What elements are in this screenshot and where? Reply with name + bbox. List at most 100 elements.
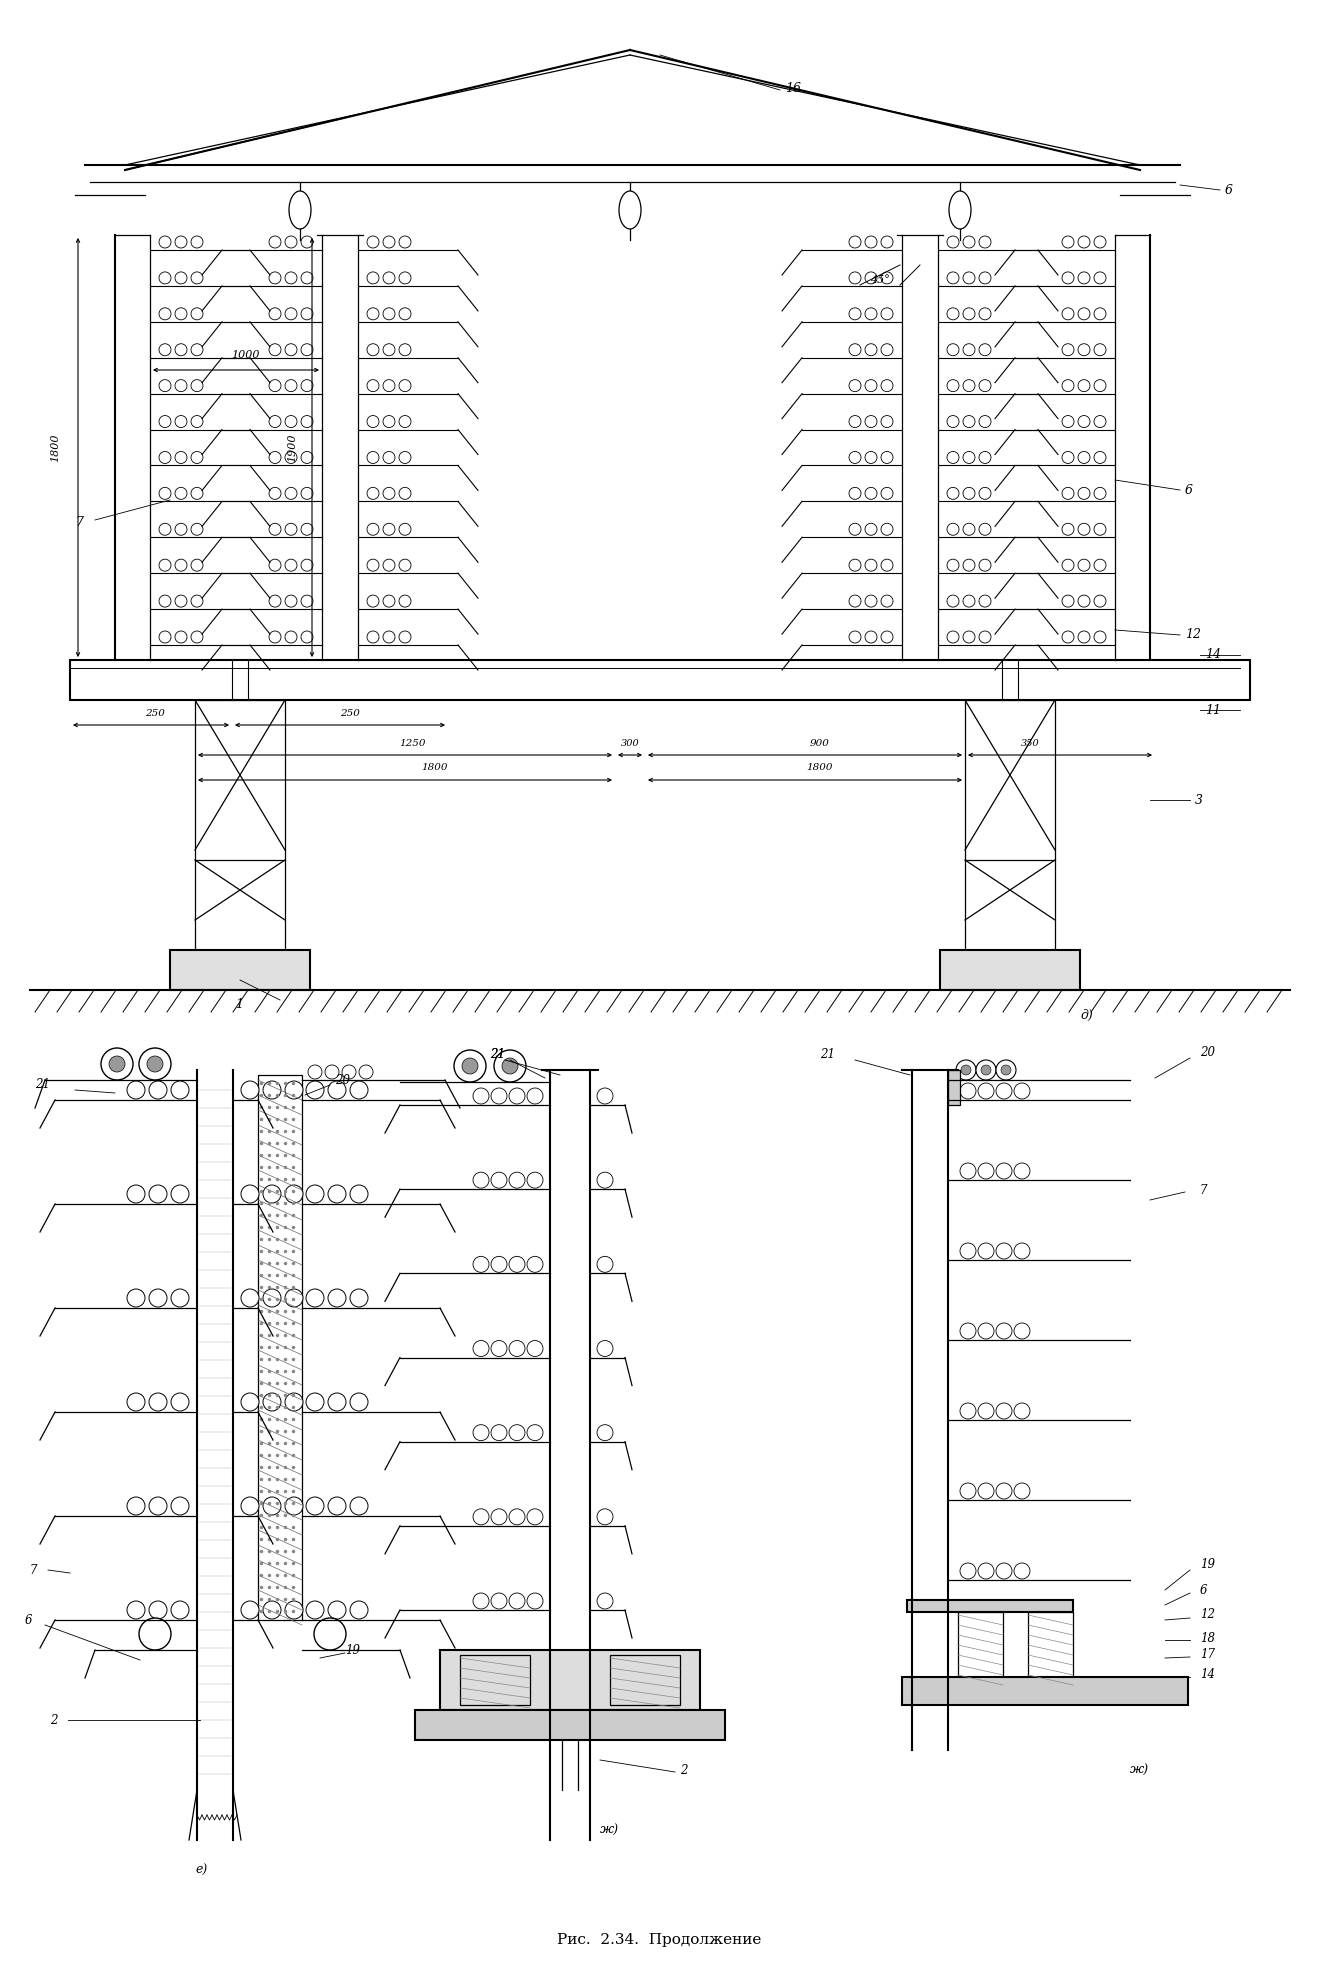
Circle shape — [1014, 1162, 1029, 1180]
Circle shape — [109, 1056, 125, 1071]
Circle shape — [351, 1186, 368, 1204]
Circle shape — [849, 272, 861, 284]
Circle shape — [1062, 452, 1074, 464]
Circle shape — [285, 487, 297, 499]
Circle shape — [399, 487, 411, 499]
Circle shape — [473, 1425, 489, 1440]
Circle shape — [384, 452, 395, 464]
Circle shape — [285, 1498, 303, 1515]
Circle shape — [175, 558, 187, 570]
Circle shape — [269, 558, 281, 570]
Circle shape — [269, 379, 281, 391]
Circle shape — [301, 379, 312, 391]
Bar — [258, 1075, 302, 1620]
Text: 6: 6 — [1199, 1584, 1207, 1596]
Circle shape — [978, 1484, 994, 1499]
Circle shape — [996, 1243, 1012, 1259]
Text: 14: 14 — [1199, 1669, 1215, 1681]
Circle shape — [963, 452, 975, 464]
Circle shape — [865, 558, 876, 570]
Circle shape — [1062, 308, 1074, 320]
Circle shape — [473, 1509, 489, 1525]
Circle shape — [963, 379, 975, 391]
Circle shape — [241, 1288, 260, 1306]
Circle shape — [502, 1058, 518, 1073]
Circle shape — [865, 631, 876, 643]
Circle shape — [996, 1403, 1012, 1419]
Circle shape — [1014, 1243, 1029, 1259]
Text: 6: 6 — [1224, 183, 1234, 197]
Circle shape — [996, 1324, 1012, 1340]
Circle shape — [1014, 1484, 1029, 1499]
Circle shape — [963, 523, 975, 535]
Circle shape — [191, 272, 203, 284]
Circle shape — [191, 379, 203, 391]
Circle shape — [308, 1065, 322, 1079]
Circle shape — [963, 343, 975, 355]
Circle shape — [175, 596, 187, 608]
Circle shape — [1094, 237, 1106, 249]
Circle shape — [159, 631, 171, 643]
Circle shape — [285, 596, 297, 608]
Text: ж): ж) — [600, 1823, 619, 1837]
Bar — [610, 1655, 680, 1705]
Circle shape — [127, 1186, 145, 1204]
Circle shape — [1094, 631, 1106, 643]
Circle shape — [366, 596, 380, 608]
Circle shape — [1094, 416, 1106, 428]
Circle shape — [948, 487, 960, 499]
Bar — [907, 1600, 1073, 1612]
Circle shape — [175, 452, 187, 464]
Circle shape — [1014, 1324, 1029, 1340]
Text: Рис.  2.34.  Продолжение: Рис. 2.34. Продолжение — [556, 1934, 762, 1947]
Bar — [195, 700, 285, 951]
Text: 7: 7 — [1199, 1184, 1207, 1196]
Circle shape — [241, 1498, 260, 1515]
Circle shape — [979, 631, 991, 643]
Circle shape — [264, 1600, 281, 1620]
Circle shape — [996, 1563, 1012, 1578]
Circle shape — [1062, 272, 1074, 284]
Circle shape — [171, 1081, 188, 1099]
Circle shape — [865, 487, 876, 499]
Circle shape — [956, 1060, 977, 1079]
Circle shape — [527, 1592, 543, 1610]
Circle shape — [301, 523, 312, 535]
Circle shape — [1062, 487, 1074, 499]
Text: 20: 20 — [335, 1073, 351, 1087]
Circle shape — [366, 631, 380, 643]
Circle shape — [979, 308, 991, 320]
Circle shape — [159, 523, 171, 535]
Circle shape — [399, 631, 411, 643]
Circle shape — [960, 1083, 977, 1099]
Circle shape — [384, 416, 395, 428]
Circle shape — [977, 1060, 996, 1079]
Circle shape — [285, 1393, 303, 1411]
Circle shape — [191, 596, 203, 608]
Text: 6: 6 — [1185, 483, 1193, 497]
Circle shape — [509, 1509, 525, 1525]
Circle shape — [159, 237, 171, 249]
Circle shape — [492, 1425, 507, 1440]
Circle shape — [328, 1081, 347, 1099]
Text: 2: 2 — [50, 1713, 58, 1726]
Circle shape — [328, 1600, 347, 1620]
Circle shape — [328, 1498, 347, 1515]
Circle shape — [880, 272, 894, 284]
Circle shape — [1062, 237, 1074, 249]
Bar — [1028, 1612, 1073, 1677]
Circle shape — [597, 1087, 613, 1105]
Circle shape — [849, 343, 861, 355]
Circle shape — [849, 487, 861, 499]
Text: 1900: 1900 — [287, 434, 297, 462]
Circle shape — [1062, 343, 1074, 355]
Circle shape — [1062, 631, 1074, 643]
Bar — [902, 1677, 1188, 1705]
Text: 20: 20 — [1199, 1046, 1215, 1058]
Circle shape — [314, 1618, 347, 1649]
Circle shape — [328, 1288, 347, 1306]
Circle shape — [191, 487, 203, 499]
Circle shape — [960, 1403, 977, 1419]
Circle shape — [979, 343, 991, 355]
Circle shape — [849, 416, 861, 428]
